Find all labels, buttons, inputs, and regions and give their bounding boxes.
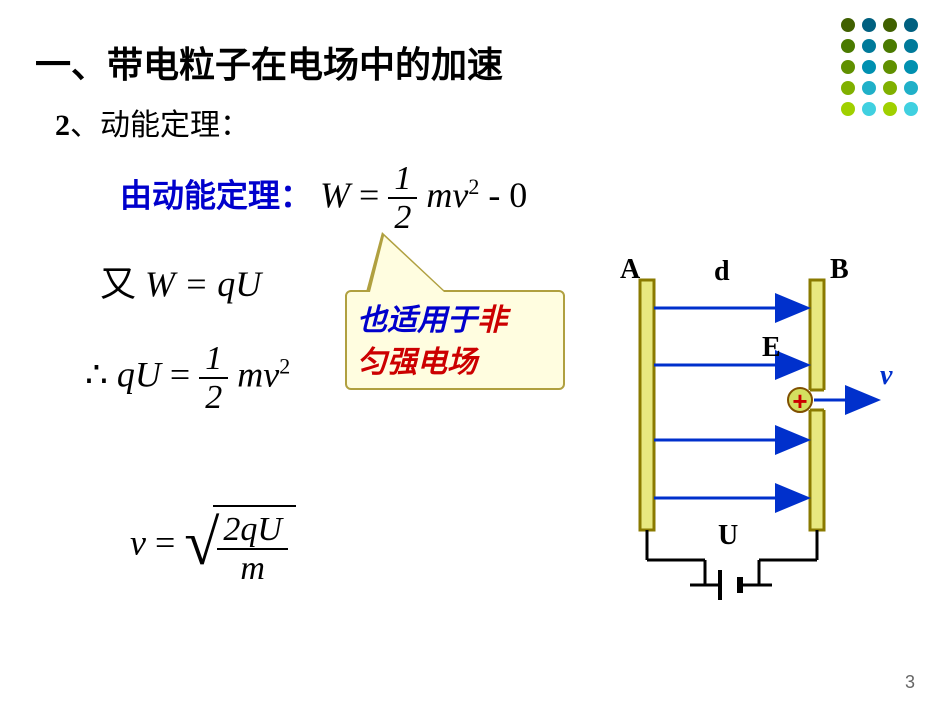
callout-text-1: 也适用于 [357, 304, 477, 337]
dot [904, 60, 918, 74]
callout-box: 也适用于非 匀强电场 [345, 290, 565, 390]
label-a: A [620, 254, 640, 286]
eq4-fraction: 2qU m [217, 511, 288, 588]
callout-text-3: 匀强电场 [357, 346, 477, 379]
eq1-lhs: W [320, 175, 350, 215]
charge-sign: + [792, 386, 807, 416]
label-e: E [762, 332, 781, 364]
dot [841, 60, 855, 74]
dot [841, 102, 855, 116]
page-number: 3 [905, 672, 915, 693]
label-d: d [714, 256, 730, 288]
equation-line-2: 又 W = qU [100, 255, 261, 307]
eq1-equals: = [350, 175, 388, 215]
dot [862, 60, 876, 74]
dot [904, 39, 918, 53]
subsection-number: 2 [55, 109, 70, 142]
eq3-equals: = [161, 355, 199, 395]
eq3-therefore: ∴ [85, 355, 108, 395]
plate-a [640, 280, 654, 530]
dot [883, 39, 897, 53]
eq3-lhs: qU [117, 355, 161, 395]
callout-text-2: 非 [477, 304, 507, 337]
equation-line-1: 由动能定理： W = 12 mv2 - 0 [120, 160, 527, 237]
dot [883, 81, 897, 95]
equation-line-3: ∴ qU = 12 mv2 [85, 340, 290, 417]
subsection-text: 、动能定理： [70, 109, 250, 142]
callout-pointer-fill [370, 236, 444, 292]
dot [883, 102, 897, 116]
label-v: v [880, 360, 892, 392]
subsection-title: 2、动能定理： [55, 100, 250, 144]
dot [904, 102, 918, 116]
eq4-equals: = [146, 523, 184, 563]
dot [862, 81, 876, 95]
equation-line-4: v = √ 2qU m [130, 505, 296, 588]
eq4-lhs: v [130, 523, 146, 563]
label-b: B [830, 254, 849, 286]
dot [904, 81, 918, 95]
dot [862, 18, 876, 32]
eq2-body: W = qU [145, 264, 261, 304]
capacitor-diagram: + A d B E v U [600, 260, 930, 610]
dot [883, 60, 897, 74]
eq1-math: W = 12 mv2 - 0 [320, 175, 527, 215]
diagram-svg: + [600, 260, 930, 610]
decorative-dots [841, 18, 920, 118]
eq1-label: 由动能定理： [120, 178, 312, 214]
label-u: U [718, 520, 738, 552]
eq3-mv: mv [237, 355, 279, 395]
eq4-sqrt: √ 2qU m [184, 505, 296, 588]
eq1-exp: 2 [468, 174, 479, 199]
eq1-tail: - 0 [479, 175, 527, 215]
eq3-exp: 2 [279, 354, 290, 379]
dot [862, 102, 876, 116]
dot [883, 18, 897, 32]
section-title: 一、带电粒子在电场中的加速 [35, 36, 503, 88]
dot [841, 81, 855, 95]
dot [862, 39, 876, 53]
dot [841, 39, 855, 53]
dot [904, 18, 918, 32]
eq1-mv: mv [426, 175, 468, 215]
dot [841, 18, 855, 32]
eq1-fraction: 12 [388, 160, 417, 237]
eq2-pre: 又 [100, 264, 136, 304]
eq3-fraction: 12 [199, 340, 228, 417]
